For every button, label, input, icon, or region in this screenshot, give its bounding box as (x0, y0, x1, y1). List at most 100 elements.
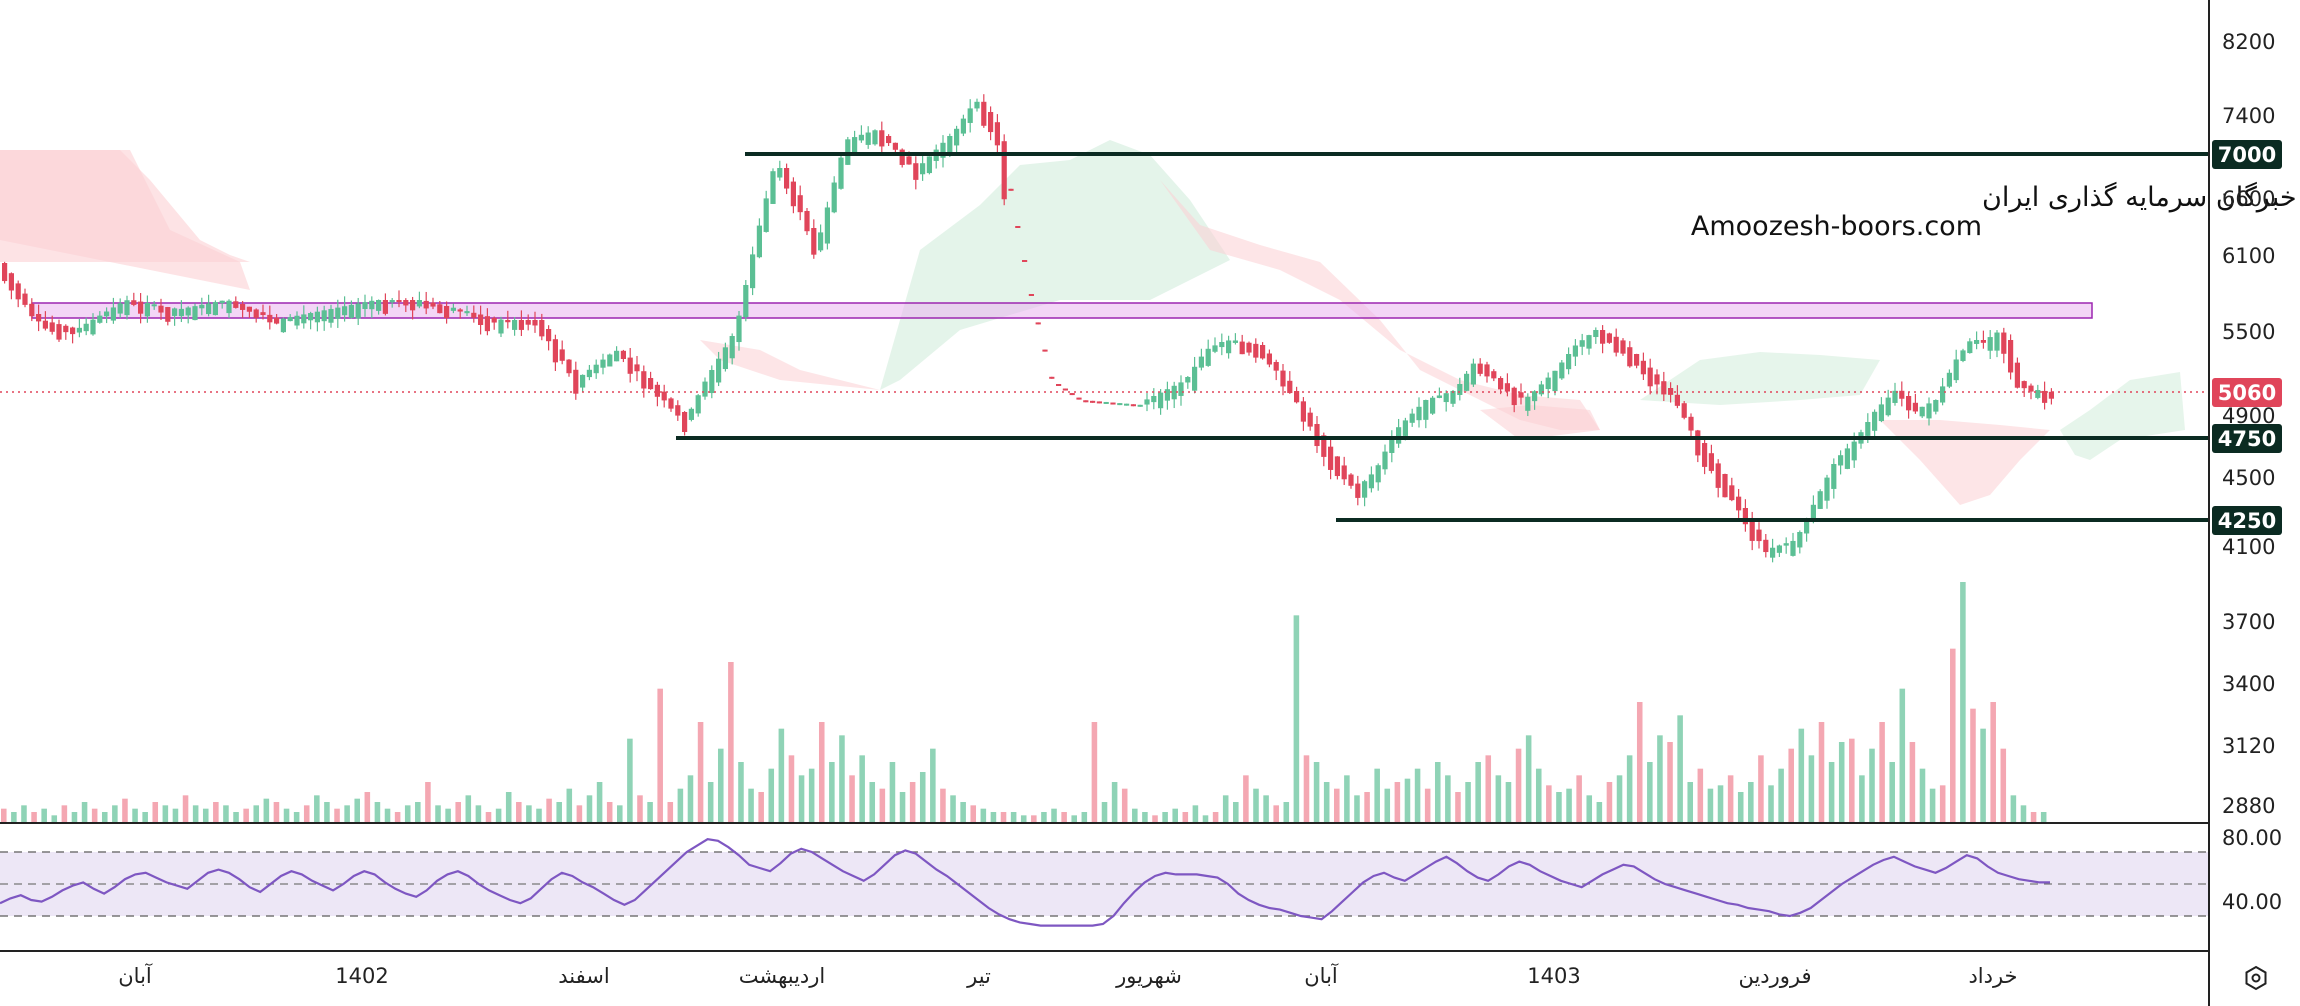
candle (974, 98, 980, 112)
volume-bar (1010, 812, 1017, 822)
candle (709, 365, 715, 399)
volume-bar (132, 808, 138, 822)
candle (1008, 188, 1014, 191)
candle (722, 342, 728, 372)
volume-bar (657, 688, 663, 822)
candle (355, 297, 361, 326)
volume-bar (1748, 782, 1754, 822)
candle (899, 148, 905, 168)
volume-bar (31, 812, 37, 822)
volume-bar (758, 792, 764, 822)
candle (614, 346, 620, 362)
volume-bar (11, 812, 17, 822)
volume-bar (556, 802, 562, 822)
volume-bar (1152, 815, 1158, 822)
candle (267, 305, 273, 330)
volume-bar (152, 802, 159, 822)
candle (784, 163, 790, 195)
candle (1708, 444, 1714, 474)
volume-bar (849, 775, 855, 822)
volume-bar (1091, 722, 1098, 822)
candle (994, 114, 1000, 153)
volume-bar (2030, 812, 2037, 822)
candle (1892, 382, 1898, 406)
candle (1593, 327, 1599, 344)
volume-bar (1939, 785, 1946, 822)
volume-bar (273, 802, 280, 822)
candle (185, 306, 191, 324)
volume-bar (687, 775, 694, 822)
candle (8, 272, 14, 300)
candle (1491, 369, 1497, 382)
volume-bar (455, 802, 461, 822)
volume-bar (808, 768, 815, 822)
candle (729, 333, 735, 365)
candle (430, 297, 436, 310)
volume-bar (2040, 812, 2047, 822)
volume-bar (1636, 702, 1643, 822)
time-label-4: تیر (966, 964, 991, 988)
volume-bar (1616, 775, 1623, 822)
candle (1001, 134, 1007, 206)
volume-bar (1808, 755, 1815, 822)
volume-bar (677, 788, 684, 822)
volume-bar (1566, 788, 1572, 822)
candle (593, 359, 599, 379)
volume-bar (1354, 795, 1360, 822)
candle (15, 280, 21, 308)
volume-bar (354, 798, 361, 822)
price-tick-5500: 5500 (2222, 320, 2275, 344)
candle (2, 261, 8, 284)
candle (1117, 403, 1123, 406)
candle (1328, 439, 1334, 480)
candle (1960, 348, 1966, 363)
candle (280, 317, 286, 333)
resistance-zone[interactable] (31, 302, 2093, 319)
time-axis[interactable]: آبان 1402 اسفند اردیبهشت تیر شهریور آبان 1403 فر… (118, 963, 2017, 988)
volume-bar (213, 802, 219, 822)
candle (1967, 338, 1973, 354)
candle (2008, 334, 2014, 380)
volume-bar (61, 805, 68, 822)
volume-bar (1980, 728, 1986, 822)
volume-bar (1404, 778, 1411, 822)
candle (1640, 352, 1646, 381)
volume-bar (324, 802, 330, 822)
candle (892, 142, 898, 153)
candle (56, 319, 62, 342)
candle (1062, 388, 1068, 391)
candle (1783, 537, 1789, 554)
candle (444, 301, 450, 324)
candle (2001, 327, 2007, 364)
volume-bar (899, 792, 906, 822)
candle (702, 377, 708, 400)
candle (1654, 369, 1660, 395)
candle (1586, 334, 1592, 355)
volume-bar (293, 812, 300, 822)
watermark-site: Amoozesh-boors.com (1691, 211, 1982, 242)
candle (1198, 348, 1204, 371)
volume-bar (617, 805, 623, 822)
volume-bar (546, 798, 552, 822)
candle (2035, 384, 2041, 400)
candle (1899, 381, 1905, 407)
candle (1464, 371, 1470, 392)
volume-bar (1768, 785, 1774, 822)
candle (1817, 489, 1823, 510)
candle (90, 313, 96, 336)
candle (1110, 402, 1116, 405)
volume-bar (1869, 748, 1875, 822)
candle (1334, 456, 1340, 480)
candle (178, 300, 184, 323)
volume-bar (1556, 792, 1562, 822)
candle (1919, 406, 1925, 419)
candle (2014, 357, 2020, 389)
candle (1572, 339, 1578, 367)
volume-bar (1657, 735, 1663, 822)
price-tick-3120: 3120 (2222, 734, 2275, 758)
candle (1715, 459, 1721, 498)
hexagon-settings-icon[interactable] (2245, 965, 2267, 991)
price-tick-6100: 6100 (2222, 244, 2275, 268)
candle (192, 303, 198, 321)
